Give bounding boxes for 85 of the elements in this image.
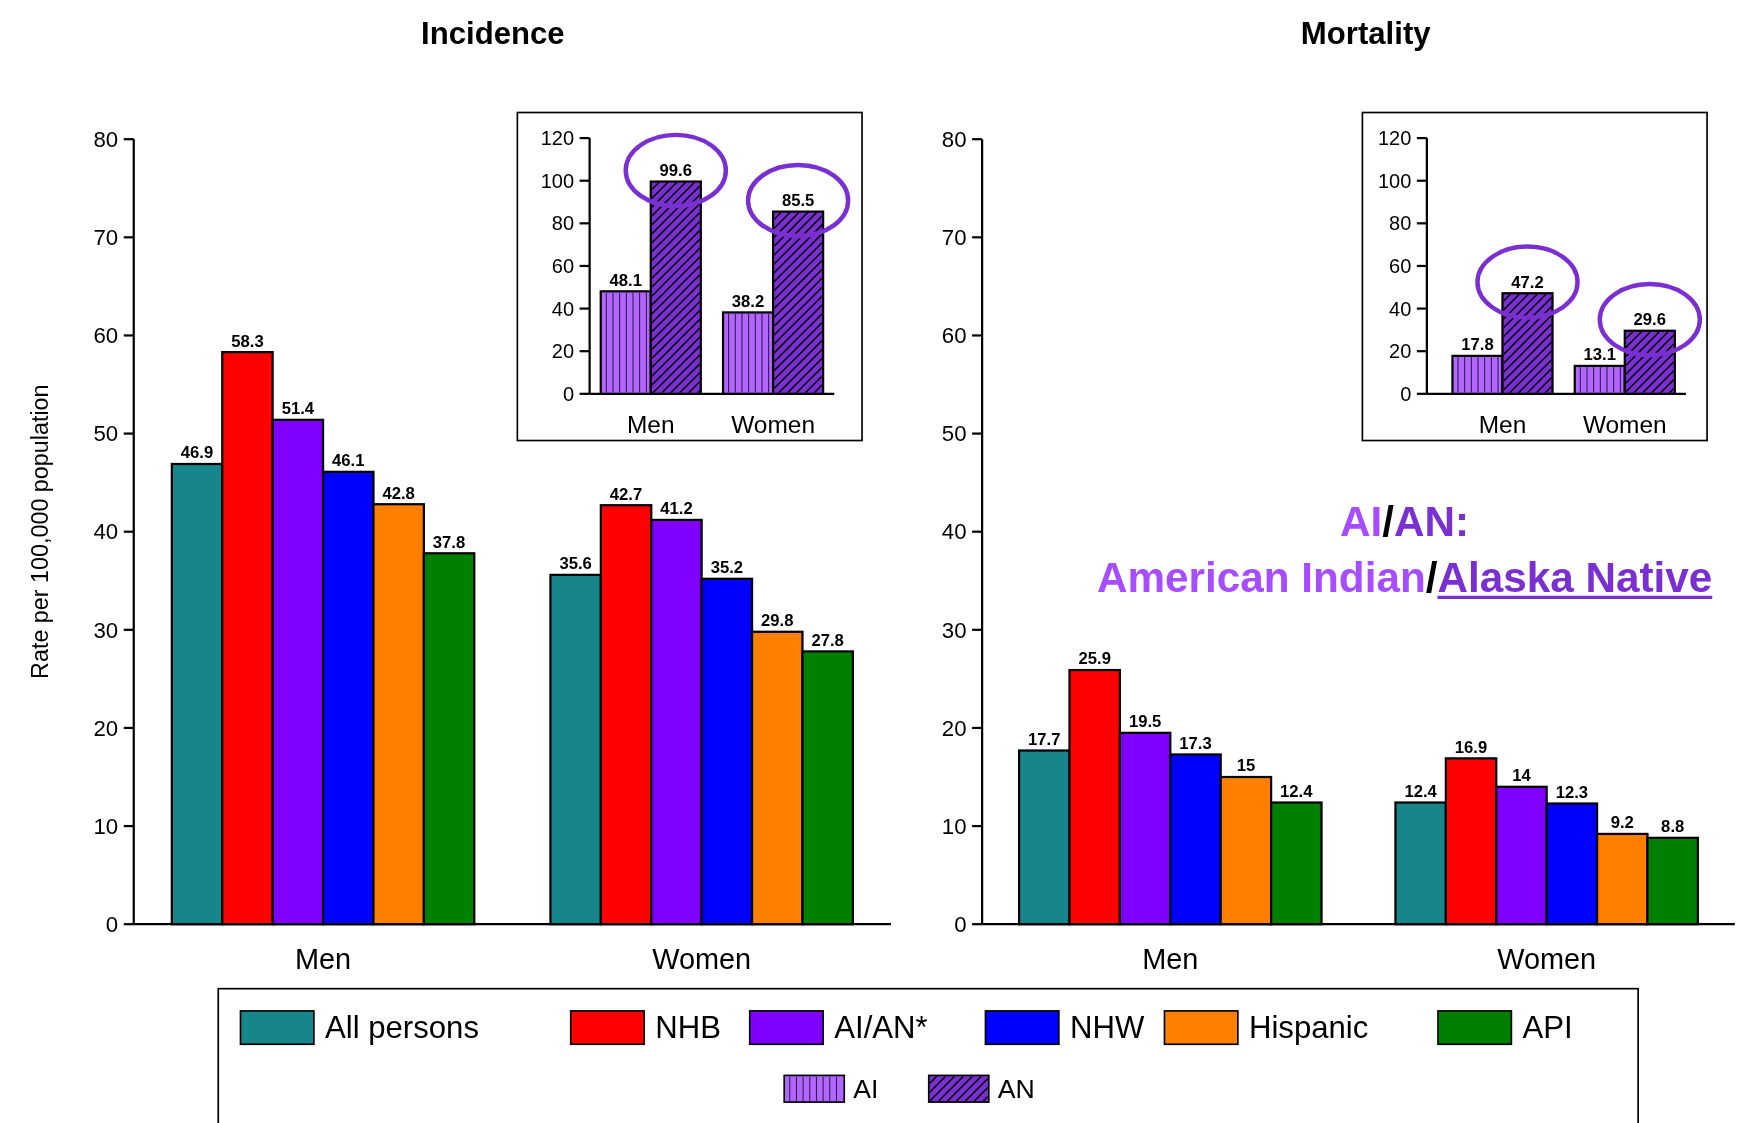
y-tick-label: 40 <box>551 297 575 320</box>
x-tick-label: Men <box>626 410 675 438</box>
y-tick-label: 40 <box>941 519 967 545</box>
legend-label: API <box>1522 1010 1573 1046</box>
y-tick-label: 50 <box>941 421 967 447</box>
chart-title: Incidence <box>421 15 565 51</box>
y-tick-label: 10 <box>93 813 119 839</box>
data-label: 48.1 <box>609 270 642 290</box>
y-tick-label: 80 <box>551 212 575 235</box>
y-tick-label: 80 <box>1389 212 1412 235</box>
y-tick-label: 70 <box>941 225 967 251</box>
y-tick-label: 50 <box>93 421 119 447</box>
data-label: 51.4 <box>281 399 315 419</box>
y-tick-label: 60 <box>1389 254 1412 277</box>
x-tick-label: Men <box>294 942 352 975</box>
legend-label: All persons <box>325 1010 479 1046</box>
legend-label: AN <box>997 1074 1035 1105</box>
x-tick-label: Women <box>1497 942 1597 975</box>
data-label: 42.7 <box>609 484 643 504</box>
data-label: 8.8 <box>1661 817 1685 837</box>
y-tick-label: 0 <box>1400 382 1412 405</box>
y-tick-label: 70 <box>93 225 119 251</box>
data-label: 17.8 <box>1461 335 1494 355</box>
y-tick-label: 100 <box>1377 169 1412 192</box>
legend-label: NHW <box>1069 1010 1145 1046</box>
data-label: 27.8 <box>811 630 844 650</box>
legend-label: AI <box>853 1074 879 1105</box>
data-label: 17.3 <box>1179 733 1212 753</box>
x-tick-label: Men <box>1142 942 1199 975</box>
data-label: 35.2 <box>710 558 744 578</box>
y-tick-label: 120 <box>1377 127 1412 150</box>
data-label: 46.9 <box>180 443 214 463</box>
x-tick-label: Women <box>652 942 752 975</box>
data-label: 41.2 <box>660 499 693 519</box>
x-tick-label: Women <box>1582 410 1667 438</box>
y-tick-label: 20 <box>551 340 575 363</box>
y-tick-label: 60 <box>551 254 575 277</box>
data-label: 9.2 <box>1610 813 1634 833</box>
y-tick-label: 0 <box>105 911 119 937</box>
chart-title: Mortality <box>1300 15 1432 51</box>
data-label: 46.1 <box>332 451 365 471</box>
y-tick-label: 60 <box>941 323 967 349</box>
data-label: 47.2 <box>1511 272 1544 292</box>
data-label: 58.3 <box>231 331 264 351</box>
data-label: 16.9 <box>1454 737 1488 757</box>
y-tick-label: 40 <box>93 519 119 545</box>
y-tick-label: 100 <box>540 169 575 192</box>
y-tick-label: 80 <box>941 126 967 152</box>
data-label: 85.5 <box>781 191 815 211</box>
y-tick-label: 0 <box>954 911 967 937</box>
y-tick-label: 80 <box>93 126 119 152</box>
y-tick-label: 40 <box>1389 297 1412 320</box>
data-label: 25.9 <box>1078 649 1111 669</box>
y-tick-label: 20 <box>1389 340 1412 363</box>
y-axis-title: Rate per 100,000 population <box>27 384 54 679</box>
y-tick-label: 0 <box>562 382 575 405</box>
annotation: American Indian/Alaska Native <box>1097 553 1713 601</box>
y-tick-label: 10 <box>941 813 967 839</box>
data-label: 29.6 <box>1633 310 1667 330</box>
data-label: 14 <box>1512 766 1532 786</box>
y-tick-label: 60 <box>93 323 119 349</box>
data-label: 42.8 <box>382 483 415 503</box>
x-tick-label: Women <box>731 410 815 438</box>
data-label: 17.7 <box>1028 729 1061 749</box>
data-label: 38.2 <box>731 291 765 311</box>
y-tick-label: 30 <box>93 617 119 643</box>
data-label: 15 <box>1236 756 1256 776</box>
y-tick-label: 20 <box>941 715 967 741</box>
data-label: 12.4 <box>1280 781 1314 801</box>
legend-label: NHB <box>655 1010 721 1046</box>
data-label: 35.6 <box>559 554 592 574</box>
legend-label: Hispanic <box>1248 1010 1369 1046</box>
data-label: 12.3 <box>1555 782 1589 802</box>
data-label: 99.6 <box>659 161 693 181</box>
data-label: 37.8 <box>432 532 466 552</box>
data-label: 29.8 <box>761 611 794 631</box>
data-label: 13.1 <box>1583 345 1616 365</box>
legend-label: AI/AN* <box>834 1010 928 1046</box>
y-tick-label: 120 <box>540 127 575 150</box>
x-tick-label: Men <box>1478 410 1527 438</box>
annotation: AI/AN: <box>1340 498 1470 546</box>
y-tick-label: 30 <box>941 617 967 643</box>
data-label: 19.5 <box>1128 712 1162 732</box>
y-tick-label: 20 <box>93 715 119 741</box>
data-label: 12.4 <box>1404 781 1438 801</box>
